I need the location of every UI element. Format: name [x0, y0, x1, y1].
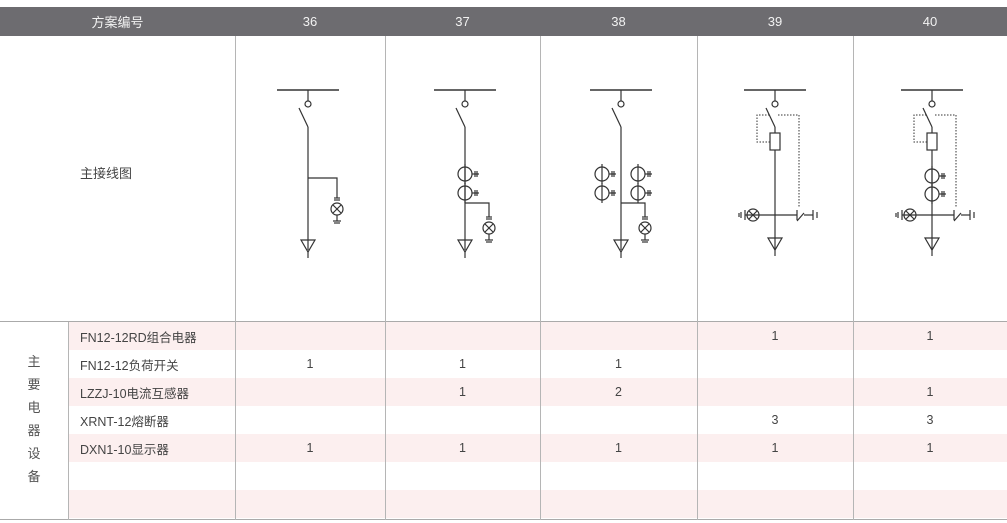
equipment-count: 1 [306, 441, 314, 455]
equipment-count [235, 462, 385, 490]
equipment-name: DXN1-10显示器 [80, 442, 169, 457]
equipment-count [235, 378, 385, 406]
equipment-count [697, 462, 853, 490]
equipment-count: 2 [615, 385, 622, 399]
equipment-count [697, 378, 853, 406]
equipment-count [853, 490, 1007, 518]
equipment-group-label: 主要电器设备 [27, 354, 41, 484]
divider [385, 36, 386, 520]
equipment-count: 1 [459, 385, 466, 399]
equipment-count [540, 490, 697, 518]
equipment-count: 1 [771, 329, 779, 343]
equipment-count: 1 [306, 357, 314, 371]
equipment-count: 1 [615, 357, 622, 371]
equipment-count [540, 462, 697, 490]
table-row [68, 490, 1007, 518]
equipment-count: 1 [926, 385, 934, 399]
header-scheme-38: 38 [540, 7, 697, 36]
equipment-count [385, 490, 540, 518]
divider [0, 519, 1007, 520]
divider [0, 321, 1007, 322]
divider [540, 36, 541, 520]
equipment-count [540, 322, 697, 350]
equipment-name: FN12-12负荷开关 [80, 358, 179, 373]
equipment-count [853, 462, 1007, 490]
equipment-count [235, 406, 385, 434]
equipment-count: 1 [771, 441, 779, 455]
header-scheme-label: 方案编号 [0, 7, 235, 36]
table-row [68, 378, 1007, 406]
equipment-count [853, 350, 1007, 378]
equipment-count [235, 490, 385, 518]
table-row [68, 434, 1007, 462]
divider [697, 36, 698, 520]
equipment-count [697, 490, 853, 518]
header-scheme-36: 36 [235, 7, 385, 36]
equipment-name: FN12-12RD组合电器 [80, 330, 197, 345]
equipment-count [235, 322, 385, 350]
diagram-38 [590, 89, 652, 258]
equipment-count: 3 [771, 413, 779, 427]
equipment-count: 1 [459, 357, 466, 371]
equipment-count [385, 406, 540, 434]
diagram-36 [277, 89, 344, 258]
divider [853, 36, 854, 520]
equipment-count [540, 406, 697, 434]
equipment-count [385, 322, 540, 350]
header-scheme-40: 40 [853, 7, 1007, 36]
equipment-count: 1 [926, 329, 934, 343]
header-scheme-39: 39 [697, 7, 853, 36]
equipment-name: LZZJ-10电流互感器 [80, 386, 190, 401]
table-row [68, 322, 1007, 350]
divider [235, 36, 236, 520]
diagram-39 [738, 89, 818, 256]
diagram-37 [434, 89, 496, 258]
equipment-count: 1 [615, 441, 622, 455]
equipment-count [697, 350, 853, 378]
divider [68, 322, 69, 520]
diagram-40 [895, 89, 975, 256]
equipment-count: 1 [459, 441, 466, 455]
equipment-count [385, 462, 540, 490]
equipment-count: 1 [926, 441, 934, 455]
equipment-name: XRNT-12熔断器 [80, 414, 169, 429]
diagram-row-label: 主接线图 [80, 166, 133, 181]
equipment-count: 3 [926, 413, 934, 427]
header-scheme-37: 37 [385, 7, 540, 36]
